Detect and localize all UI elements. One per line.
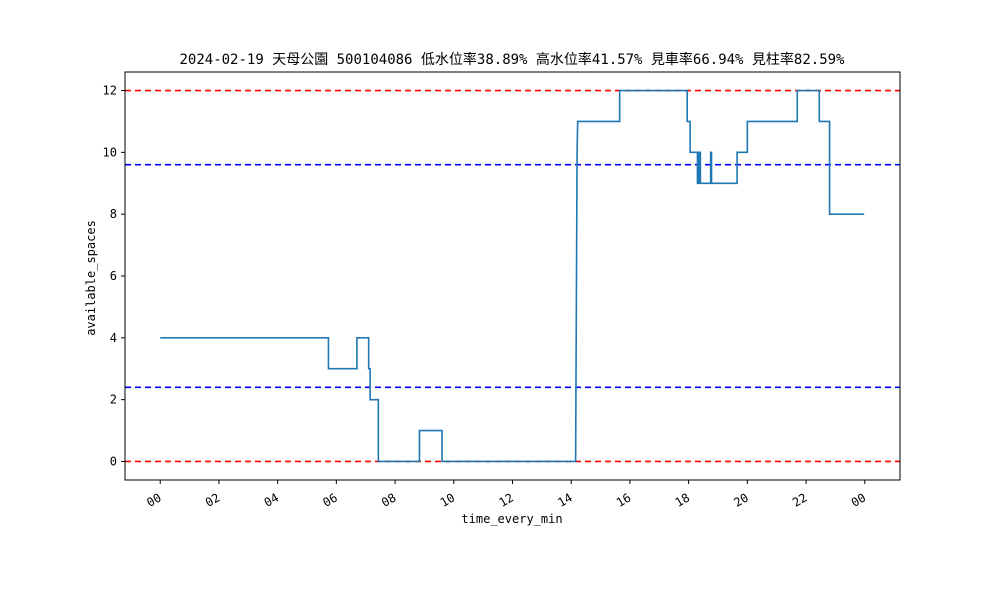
chart-title: 2024-02-19 天母公園 500104086 低水位率38.89% 高水位…	[179, 51, 845, 68]
x-tick-label: 14	[555, 490, 575, 509]
x-tick-label: 16	[614, 490, 634, 509]
x-axis-ticks: 00 02 04 06 08 10 12 14 16 18 20 22 00	[144, 480, 868, 510]
y-tick-label: 10	[103, 145, 117, 159]
x-axis-label: time_every_min	[461, 512, 562, 526]
x-tick-label: 12	[496, 490, 516, 509]
x-tick-label: 00	[144, 490, 164, 509]
x-tick-label: 06	[320, 490, 340, 509]
y-axis-ticks: 0 2 4 6 8 10 12	[103, 84, 125, 468]
x-tick-label: 10	[438, 490, 458, 509]
y-tick-label: 0	[110, 454, 117, 468]
y-tick-label: 2	[110, 393, 117, 407]
reference-lines	[125, 89, 900, 463]
x-tick-label: 00	[849, 490, 869, 509]
y-axis-label: available_spaces	[84, 220, 98, 336]
y-tick-label: 8	[110, 207, 117, 221]
y-tick-label: 4	[110, 331, 117, 345]
y-tick-label: 6	[110, 269, 117, 283]
x-tick-label: 22	[790, 490, 810, 509]
x-tick-label: 08	[379, 490, 399, 509]
x-tick-label: 04	[262, 490, 282, 509]
series-line-0	[160, 89, 865, 463]
x-tick-label: 20	[731, 490, 751, 509]
series-group	[160, 89, 865, 463]
y-tick-label: 12	[103, 84, 117, 98]
x-tick-label: 02	[203, 490, 223, 509]
x-tick-label: 18	[673, 490, 693, 509]
